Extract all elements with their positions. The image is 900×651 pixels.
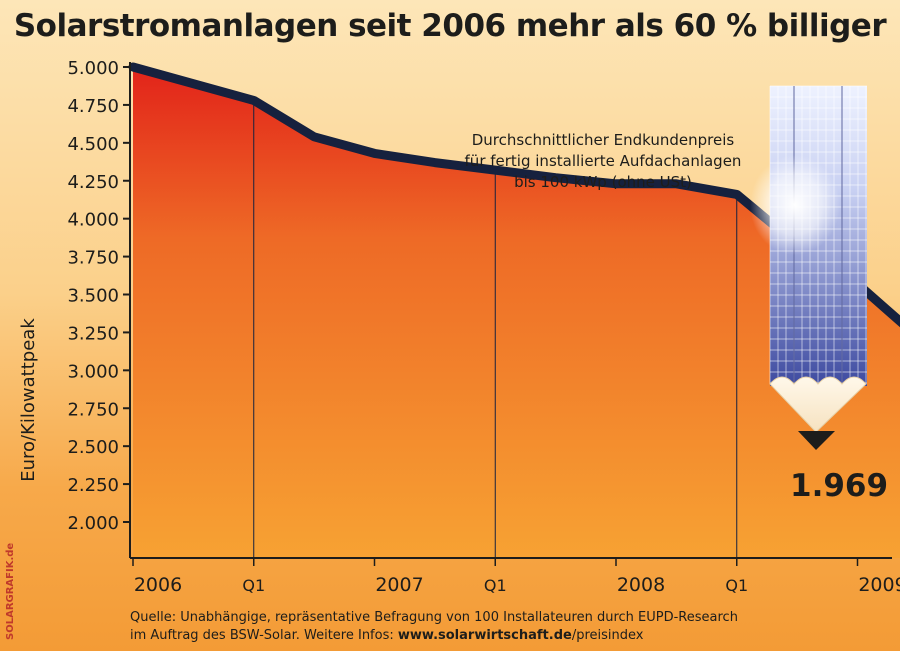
- y-tick-label: 4.250: [67, 172, 119, 193]
- source-line-2: im Auftrag des BSW-Solar. Weitere Infos:…: [130, 627, 738, 645]
- y-tick-label: 4.500: [67, 134, 119, 155]
- source-suffix: /preisindex: [571, 628, 644, 643]
- y-tick-label: 3.500: [67, 286, 119, 307]
- y-tick-label: 2.750: [67, 399, 119, 420]
- x-quarter-label: Q1: [484, 576, 507, 595]
- x-year-label: 2007: [375, 574, 423, 596]
- note-line: für fertig installierte Aufdachanlagen: [464, 152, 742, 170]
- y-axis: 5.000 4.750 4.500 4.250 4.000 3.750 3.500 3.250…: [67, 58, 131, 558]
- x-year-label: 2008: [617, 574, 665, 596]
- pencil-solar-panel-icon: [750, 85, 867, 450]
- credit-label: SOLARGRAFIK.de: [5, 542, 16, 640]
- source-note: Quelle: Unabhängige, repräsentative Befr…: [130, 609, 738, 645]
- y-tick-label: 2.500: [67, 437, 119, 458]
- note-line: Durchschnittlicher Endkundenpreis: [471, 131, 735, 149]
- y-tick-label: 3.750: [67, 248, 119, 269]
- note-line: bis 100 kWp (ohne USt): [514, 173, 692, 191]
- source-line-1: Quelle: Unabhängige, repräsentative Befr…: [130, 610, 738, 625]
- y-tick-label: 4.750: [67, 96, 119, 117]
- source-link[interactable]: www.solarwirtschaft.de: [397, 628, 572, 643]
- quarter-guide-lines: [253, 100, 738, 558]
- y-tick-label: 2.250: [67, 475, 119, 496]
- y-tick-label: 2.000: [67, 513, 119, 534]
- x-year-label: 2009: [858, 574, 900, 596]
- chart-note: Durchschnittlicher Endkundenpreis für fe…: [418, 130, 788, 193]
- chart-title: Solarstromanlagen seit 2006 mehr als 60 …: [13, 8, 887, 44]
- x-year-label: 2006: [134, 574, 182, 596]
- x-quarter-label: Q1: [725, 576, 748, 595]
- y-tick-label: 3.000: [67, 361, 119, 382]
- end-value-label: 1.969: [790, 468, 889, 504]
- y-tick-label: 4.000: [67, 210, 119, 231]
- source-prefix: im Auftrag des BSW-Solar. Weitere Infos:: [130, 628, 398, 643]
- y-tick-label: 5.000: [67, 58, 119, 79]
- x-axis: 2006Q12007Q12008Q12009Q12010Q12011Q12012: [130, 557, 900, 596]
- y-tick-label: 3.250: [67, 323, 119, 344]
- x-quarter-label: Q1: [242, 576, 265, 595]
- y-axis-label: Euro/Kilowattpeak: [18, 318, 39, 482]
